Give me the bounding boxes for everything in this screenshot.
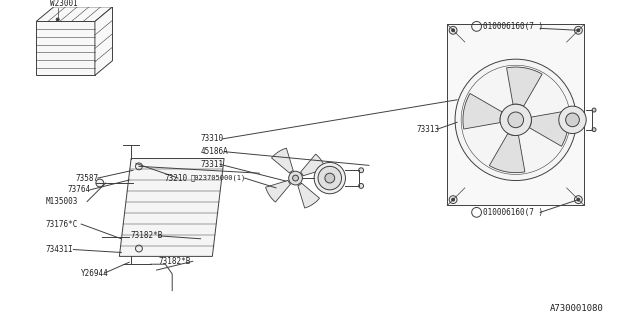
Circle shape [325, 173, 335, 183]
Circle shape [358, 168, 364, 173]
Circle shape [508, 112, 524, 128]
Text: 73182*B: 73182*B [159, 257, 191, 266]
Text: 73176*C: 73176*C [46, 220, 78, 228]
Circle shape [96, 179, 104, 187]
Text: 73313: 73313 [417, 125, 440, 134]
Circle shape [292, 175, 298, 181]
Text: 010006160(7 ): 010006160(7 ) [483, 22, 543, 31]
Polygon shape [507, 67, 542, 106]
Circle shape [577, 198, 580, 201]
Polygon shape [266, 180, 291, 202]
Circle shape [449, 26, 457, 34]
Text: 73311: 73311 [200, 160, 224, 169]
Polygon shape [301, 154, 326, 176]
Polygon shape [298, 183, 319, 208]
Circle shape [592, 108, 596, 112]
Polygon shape [463, 93, 502, 129]
Circle shape [318, 166, 342, 190]
Text: 45186A: 45186A [200, 147, 228, 156]
Polygon shape [36, 21, 95, 75]
Polygon shape [447, 24, 584, 205]
Text: 73310: 73310 [200, 134, 224, 143]
Circle shape [136, 245, 142, 252]
Circle shape [592, 128, 596, 132]
Circle shape [56, 18, 59, 21]
Polygon shape [529, 111, 568, 146]
Text: 73182*B: 73182*B [130, 231, 163, 240]
Polygon shape [95, 7, 113, 75]
Circle shape [314, 163, 346, 194]
Polygon shape [271, 148, 293, 173]
Circle shape [449, 196, 457, 204]
Circle shape [455, 59, 577, 180]
Circle shape [566, 113, 579, 127]
Circle shape [500, 104, 531, 135]
Circle shape [577, 29, 580, 32]
Circle shape [559, 106, 586, 133]
Circle shape [452, 198, 454, 201]
Text: 73764: 73764 [67, 185, 91, 194]
Text: 73431I: 73431I [46, 245, 74, 254]
Circle shape [289, 171, 302, 185]
Circle shape [575, 196, 582, 204]
Circle shape [575, 26, 582, 34]
Text: Y26944: Y26944 [81, 268, 109, 277]
Circle shape [136, 163, 142, 170]
Text: 010006160(7 ): 010006160(7 ) [483, 208, 543, 217]
Polygon shape [120, 158, 224, 256]
Text: A730001080: A730001080 [550, 304, 604, 313]
Circle shape [452, 29, 454, 32]
Text: W23001: W23001 [50, 0, 77, 8]
Text: 73210: 73210 [164, 173, 188, 183]
Circle shape [358, 183, 364, 188]
Polygon shape [36, 7, 113, 21]
Text: ⓝ023705000(1): ⓝ023705000(1) [191, 175, 246, 181]
Polygon shape [490, 133, 525, 173]
Text: M135003: M135003 [46, 197, 78, 206]
Text: 73587: 73587 [76, 173, 99, 183]
